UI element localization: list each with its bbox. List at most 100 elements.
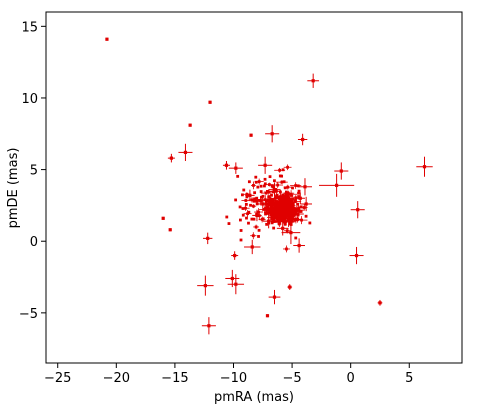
- data-point: [252, 209, 262, 222]
- cluster-point: [271, 212, 275, 215]
- cluster-point: [261, 194, 265, 198]
- x-tick-label: −20: [103, 371, 130, 386]
- data-point: [244, 239, 261, 255]
- point-marker: [233, 253, 237, 258]
- point-marker: [298, 196, 302, 200]
- data-point: [297, 133, 308, 146]
- cluster-point: [283, 222, 287, 225]
- cluster-point: [245, 216, 248, 220]
- point-marker: [188, 123, 192, 127]
- cluster-point: [293, 207, 297, 211]
- data-point: [222, 160, 230, 170]
- cluster-point: [283, 186, 287, 190]
- point-marker: [207, 324, 211, 328]
- cluster-point: [267, 195, 271, 199]
- data-point: [263, 203, 279, 222]
- point-marker: [311, 79, 315, 83]
- point-marker: [304, 202, 308, 206]
- point-marker: [269, 210, 273, 215]
- cluster-point: [257, 198, 261, 202]
- cluster-point: [265, 189, 269, 193]
- cluster-point: [291, 186, 294, 190]
- cluster-point: [264, 212, 267, 216]
- cluster-point: [253, 197, 257, 201]
- data-point: [295, 192, 305, 204]
- data-point: [416, 156, 433, 177]
- cluster-point: [241, 213, 245, 217]
- cluster-point: [255, 196, 259, 200]
- data-point: [258, 156, 273, 174]
- cluster-point: [297, 191, 300, 195]
- cluster-point: [225, 215, 229, 219]
- cluster-point: [266, 212, 269, 215]
- data-point: [245, 189, 255, 202]
- cluster-point: [285, 190, 288, 194]
- x-tick-label: −15: [161, 371, 188, 386]
- point-marker: [267, 219, 271, 223]
- cluster-point: [297, 195, 301, 198]
- cluster-point: [284, 212, 288, 216]
- cluster-point: [261, 217, 265, 221]
- point-marker: [169, 156, 173, 160]
- cluster-point: [270, 193, 273, 197]
- y-tick-label: −5: [19, 307, 38, 322]
- point-marker: [208, 100, 212, 104]
- cluster-point: [289, 214, 293, 218]
- point-marker: [161, 216, 165, 220]
- data-point: [293, 238, 305, 253]
- data-point: [188, 123, 192, 127]
- cluster-point: [245, 195, 249, 199]
- cluster-point: [244, 202, 248, 206]
- x-tick-label: −5: [282, 371, 301, 386]
- cluster-point: [281, 196, 285, 200]
- data-point: [350, 201, 365, 219]
- y-axis-label: pmDE (mas): [6, 148, 21, 229]
- cluster-point: [257, 235, 260, 238]
- point-marker: [224, 163, 229, 167]
- data-point: [281, 221, 301, 245]
- point-marker: [263, 163, 267, 167]
- point-marker: [286, 218, 291, 222]
- cluster-point: [293, 218, 297, 222]
- cluster-point: [265, 210, 268, 213]
- cluster-point: [241, 193, 244, 197]
- data-point: [228, 162, 243, 174]
- data-point: [349, 246, 364, 265]
- cluster-point: [239, 229, 243, 232]
- data-point: [265, 125, 280, 143]
- cluster-point: [281, 219, 284, 223]
- point-marker: [183, 150, 188, 154]
- point-marker: [105, 37, 109, 41]
- data-points: [105, 37, 433, 335]
- cluster-point: [265, 222, 269, 226]
- data-point: [307, 73, 320, 88]
- cluster-point: [289, 219, 292, 222]
- point-marker: [250, 245, 254, 249]
- point-marker: [168, 228, 172, 232]
- data-point: [249, 133, 253, 137]
- point-marker: [281, 226, 285, 230]
- cluster-point: [291, 205, 295, 209]
- cluster-point: [274, 220, 277, 223]
- cluster-point: [295, 209, 299, 212]
- cluster-point: [274, 208, 277, 211]
- cluster-point: [270, 198, 274, 202]
- cluster-point: [236, 174, 240, 178]
- point-marker: [265, 314, 270, 318]
- point-marker: [261, 202, 265, 206]
- cluster-point: [268, 208, 271, 211]
- point-marker: [296, 212, 300, 216]
- point-marker: [255, 213, 259, 218]
- x-tick-label: 5: [405, 371, 413, 386]
- cluster-point: [227, 222, 231, 225]
- data-point: [168, 228, 172, 232]
- x-tick-label: −10: [220, 371, 247, 386]
- cluster-point: [281, 205, 285, 209]
- cluster-point: [239, 218, 242, 222]
- point-marker: [283, 203, 287, 208]
- cluster-point: [249, 203, 252, 207]
- cluster-point: [260, 195, 263, 199]
- cluster-point: [281, 168, 285, 172]
